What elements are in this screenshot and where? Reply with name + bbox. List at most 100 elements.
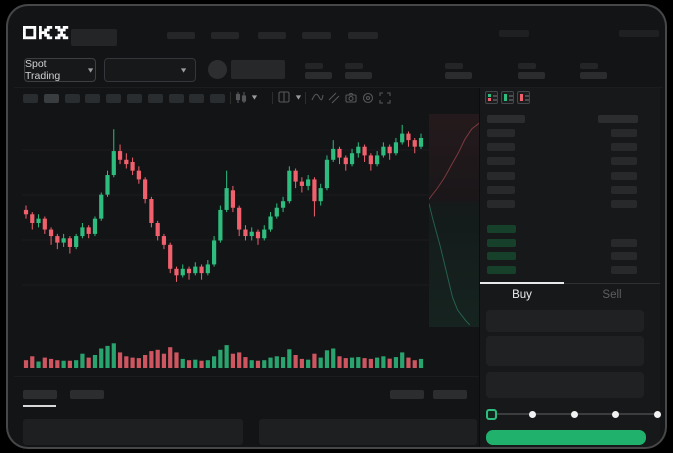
stat-label-placeholder: [345, 63, 363, 69]
ask-amount-placeholder[interactable]: [611, 143, 637, 152]
timeframe-button[interactable]: [23, 94, 38, 103]
nav-item-placeholder[interactable]: [167, 32, 195, 39]
bid-price-placeholder[interactable]: [487, 252, 516, 260]
top-right-item-placeholder[interactable]: [619, 30, 659, 37]
bid-amount-placeholder[interactable]: [611, 265, 637, 274]
timeframe-button[interactable]: [189, 94, 205, 103]
stat-value-placeholder: [518, 72, 545, 79]
timeframe-button[interactable]: [127, 94, 142, 103]
pair-name-placeholder: [231, 60, 285, 79]
tab-buy[interactable]: Buy: [512, 289, 532, 301]
fullscreen-icon[interactable]: [379, 92, 391, 104]
order-book-header-placeholder: [487, 115, 525, 123]
camera-icon[interactable]: [345, 92, 357, 104]
slider-handle-active[interactable]: [485, 408, 497, 420]
ask-amount-placeholder[interactable]: [611, 157, 637, 166]
okx-logo[interactable]: [23, 26, 69, 41]
bid-price-placeholder[interactable]: [487, 265, 516, 274]
chart-layout-icon[interactable]: ▼: [278, 91, 303, 103]
candle-type-icon[interactable]: ▼: [235, 91, 259, 104]
top-right-item-placeholder[interactable]: [499, 30, 529, 37]
book-asks-icon[interactable]: [517, 91, 530, 104]
: [509, 99, 513, 101]
bid-price-placeholder[interactable]: [487, 225, 516, 233]
candlestick-chart[interactable]: [22, 112, 429, 370]
chevron-down-icon: ▼: [179, 65, 188, 74]
timeframe-button[interactable]: [147, 94, 163, 103]
ask-price-placeholder[interactable]: [487, 200, 515, 208]
buy-submit-button[interactable]: [486, 430, 646, 445]
bid-amount-placeholder[interactable]: [611, 238, 637, 247]
divider: [230, 92, 231, 104]
logo-adjacent-placeholder: [71, 29, 117, 46]
: [488, 94, 491, 97]
divider: [14, 376, 479, 377]
ask-amount-placeholder[interactable]: [611, 185, 637, 194]
timeframe-button[interactable]: [210, 94, 226, 103]
timeframe-button[interactable]: [106, 94, 122, 103]
bottom-action-placeholder[interactable]: [390, 390, 424, 399]
depth-chart: [428, 114, 481, 327]
ask-amount-placeholder[interactable]: [611, 129, 637, 137]
: [525, 99, 529, 101]
timeframe-button[interactable]: [43, 94, 59, 103]
price-input[interactable]: [486, 310, 644, 332]
market-type-dropdown[interactable]: Spot Trading ▼: [24, 58, 96, 82]
order-book-panel: Buy Sell: [480, 88, 661, 447]
stat-label-placeholder: [518, 63, 536, 69]
bottom-tab[interactable]: [70, 390, 104, 399]
app-window: Spot Trading ▼ ▼ ▼: [6, 4, 667, 449]
divider: [480, 283, 660, 284]
line-tool-icon[interactable]: [311, 92, 324, 103]
slider-step-dot[interactable]: [570, 410, 578, 418]
nav-item-placeholder[interactable]: [302, 32, 331, 39]
chevron-down-icon: ▼: [294, 92, 303, 101]
amount-input[interactable]: [486, 336, 644, 366]
slider-step-dot[interactable]: [653, 410, 661, 418]
ask-price-placeholder[interactable]: [487, 157, 515, 166]
slider-step-dot[interactable]: [529, 410, 536, 418]
bid-price-placeholder[interactable]: [487, 238, 516, 247]
stat-label-placeholder: [445, 63, 463, 69]
nav-item-placeholder[interactable]: [211, 32, 239, 39]
book-bids-icon[interactable]: [501, 91, 514, 104]
timeframe-button[interactable]: [168, 94, 184, 103]
ask-amount-placeholder[interactable]: [611, 171, 637, 180]
pair-selector-dropdown[interactable]: ▼: [104, 58, 196, 82]
bottom-field-placeholder[interactable]: [259, 419, 477, 445]
order-book-header-placeholder: [598, 115, 638, 123]
ask-price-placeholder[interactable]: [487, 129, 515, 137]
trend-lines-icon[interactable]: [328, 92, 340, 104]
slider-step-dot[interactable]: [612, 410, 619, 418]
: [493, 95, 497, 97]
nav-item-placeholder[interactable]: [258, 32, 286, 39]
indicator-settings-icon[interactable]: [362, 92, 374, 104]
bottom-action-placeholder[interactable]: [433, 390, 467, 399]
: [525, 95, 529, 97]
: [488, 98, 491, 101]
: [504, 94, 507, 101]
timeframe-button[interactable]: [64, 94, 80, 103]
book-both-icon[interactable]: [485, 91, 498, 104]
active-tab-underline: [480, 282, 564, 284]
timeframe-button[interactable]: [85, 94, 101, 103]
tab-sell[interactable]: Sell: [602, 289, 622, 301]
bottom-field-placeholder[interactable]: [23, 419, 243, 445]
coin-avatar[interactable]: [208, 60, 227, 79]
chevron-down-icon: ▼: [86, 65, 95, 74]
ask-price-placeholder[interactable]: [487, 185, 515, 194]
timeframe-buttons: [23, 94, 233, 103]
divider: [272, 92, 273, 104]
divider: [305, 92, 306, 104]
last-price-highlight[interactable]: [486, 208, 524, 219]
bid-amount-placeholder[interactable]: [611, 252, 637, 260]
bottom-tab-active[interactable]: [23, 390, 57, 399]
ask-amount-placeholder[interactable]: [611, 200, 637, 208]
total-input[interactable]: [486, 372, 644, 398]
: [509, 95, 513, 97]
ask-price-placeholder[interactable]: [487, 171, 515, 180]
stat-value-placeholder: [305, 72, 332, 79]
chevron-down-icon: ▼: [250, 93, 259, 102]
ask-price-placeholder[interactable]: [487, 143, 515, 152]
nav-item-placeholder[interactable]: [348, 32, 378, 39]
